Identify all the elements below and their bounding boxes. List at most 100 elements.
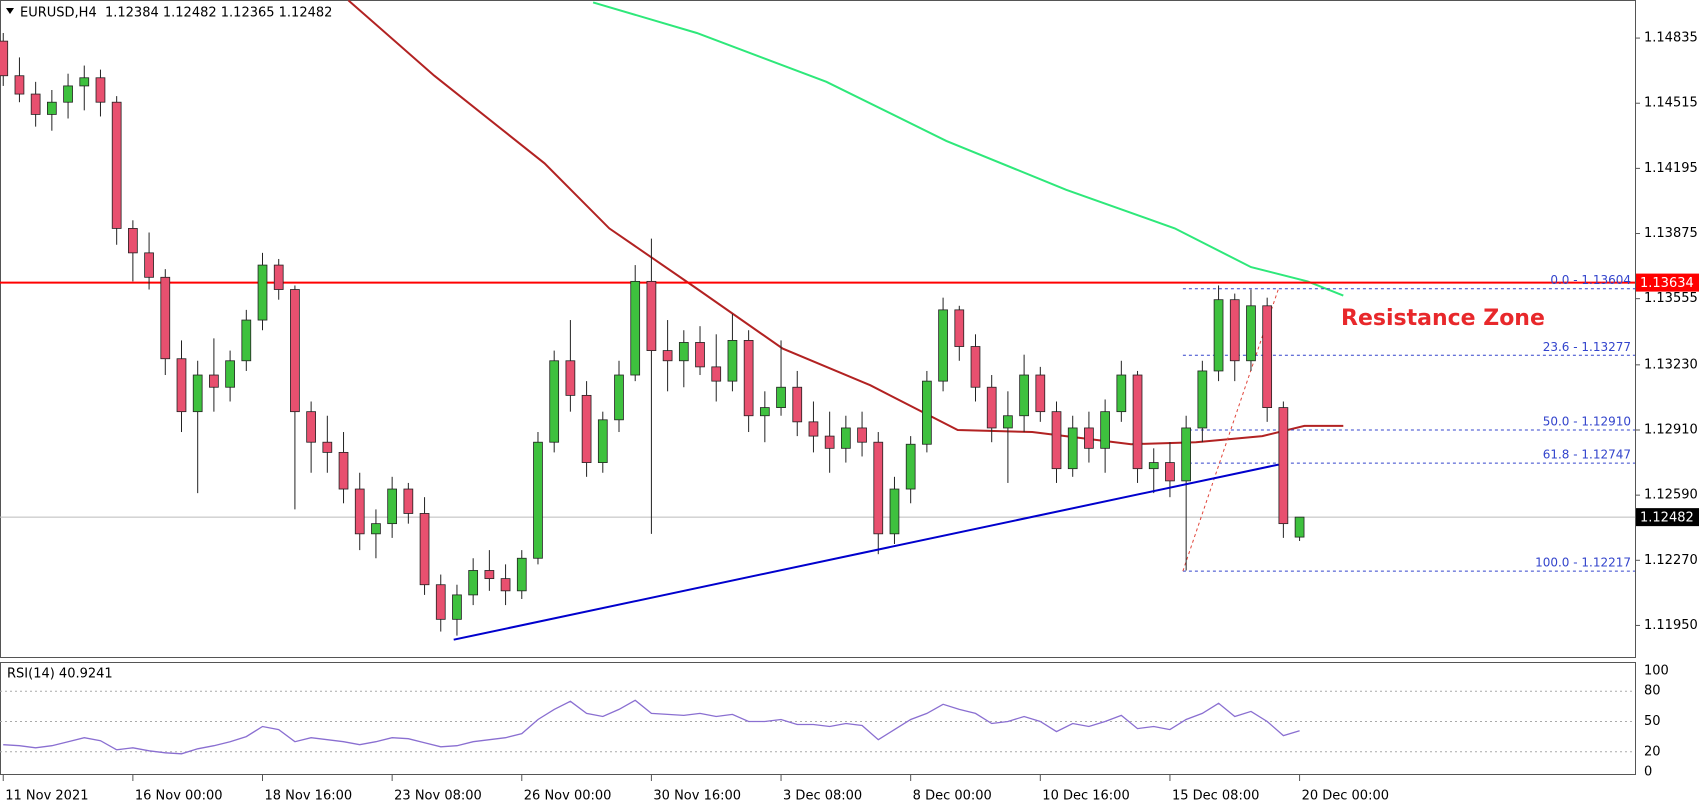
candle-body xyxy=(290,289,300,413)
candle-body xyxy=(516,557,527,592)
candle-body xyxy=(419,513,430,586)
candle-body xyxy=(257,264,268,321)
resistance-label: 1.13634 xyxy=(1640,276,1694,291)
y-tick-label: 1.14835 xyxy=(1644,31,1698,46)
candle-body xyxy=(435,584,446,620)
candle-body xyxy=(468,570,479,596)
main-frame xyxy=(0,0,1636,658)
y-tick-label: 1.12590 xyxy=(1644,488,1698,503)
rsi-frame xyxy=(0,662,1636,775)
rsi-title: RSI(14) 40.9241 xyxy=(7,667,113,682)
candle-body xyxy=(1213,299,1224,372)
candle-body xyxy=(954,309,965,347)
x-tick-label: 23 Nov 08:00 xyxy=(394,789,482,804)
candle-body xyxy=(387,488,397,525)
candle-body xyxy=(0,40,9,77)
candle-body xyxy=(533,441,543,559)
candle-body xyxy=(695,342,705,368)
candle-body xyxy=(922,380,932,445)
last-price-label: 1.12482 xyxy=(1640,511,1694,526)
y-tick-label: 1.13875 xyxy=(1644,226,1698,241)
rsi-line xyxy=(3,699,1300,755)
candle-body xyxy=(1132,374,1143,470)
candle-body xyxy=(597,419,608,463)
resistance-label-box xyxy=(1636,273,1699,292)
candle-body xyxy=(403,488,414,514)
candle-body xyxy=(30,93,41,115)
candle-body xyxy=(63,85,73,103)
candle-body xyxy=(938,309,948,382)
last-price-box xyxy=(1636,508,1699,527)
candle-body xyxy=(192,374,203,413)
candle-body xyxy=(14,75,25,95)
candle-body xyxy=(144,252,154,278)
candle-body xyxy=(176,358,187,413)
x-tick-label: 18 Nov 16:00 xyxy=(265,789,353,804)
y-tick-label: 1.14515 xyxy=(1644,96,1698,111)
annotation: Resistance Zone xyxy=(1341,306,1545,331)
candle-body xyxy=(1100,411,1110,449)
x-tick-label: 8 Dec 00:00 xyxy=(913,789,992,804)
candle-body xyxy=(776,386,786,408)
candle-body xyxy=(128,228,138,254)
candle-body xyxy=(1084,427,1094,449)
y-tick-label: 1.13230 xyxy=(1644,357,1698,372)
x-tick-label: 11 Nov 2021 xyxy=(5,789,88,804)
candle-body xyxy=(646,280,657,351)
candle-body xyxy=(662,350,673,362)
candle-body xyxy=(1035,374,1046,413)
candle-body xyxy=(1019,374,1029,417)
candle-body xyxy=(1165,462,1175,482)
candle-body xyxy=(873,441,884,535)
rsi-tick-label: 20 xyxy=(1644,744,1661,759)
x-tick-label: 26 Nov 00:00 xyxy=(524,789,612,804)
candle-body xyxy=(808,421,819,437)
candle-body xyxy=(1262,305,1273,408)
candle-body xyxy=(841,427,851,449)
candle-body xyxy=(857,427,867,443)
candle-body xyxy=(1051,411,1062,470)
menu-arrow xyxy=(6,8,14,14)
y-tick-label: 1.12910 xyxy=(1644,422,1698,437)
moving-average xyxy=(592,1,1344,297)
candle-body xyxy=(1246,305,1256,362)
x-tick-label: 10 Dec 16:00 xyxy=(1042,789,1129,804)
fib-label: 0.0 - 1.13604 xyxy=(1550,273,1631,287)
rsi-tick-label: 80 xyxy=(1644,684,1661,699)
candle-body xyxy=(759,407,770,417)
candle-body xyxy=(79,77,90,87)
candle-body xyxy=(889,488,900,535)
candle-body xyxy=(1294,516,1305,538)
candle-body xyxy=(1197,370,1208,429)
candle-body xyxy=(46,101,57,115)
candle-body xyxy=(630,280,641,376)
candle-body xyxy=(792,386,803,423)
candle-body xyxy=(160,276,171,360)
chart-title: EURUSD,H4 1.12384 1.12482 1.12365 1.1248… xyxy=(20,6,332,21)
candle-body xyxy=(970,346,981,388)
candle-body xyxy=(1181,427,1192,482)
fib-label: 100.0 - 1.12217 xyxy=(1535,556,1631,570)
candle-body xyxy=(727,340,738,382)
candle-body xyxy=(743,340,754,417)
candle-body xyxy=(1278,407,1289,525)
candle-body xyxy=(1116,374,1127,413)
candle-body xyxy=(1148,462,1159,470)
candle-body xyxy=(241,319,252,362)
fib-label: 23.6 - 1.13277 xyxy=(1543,340,1631,354)
candle-body xyxy=(905,443,916,490)
y-tick-label: 1.13555 xyxy=(1644,291,1698,306)
x-tick-label: 3 Dec 08:00 xyxy=(783,789,862,804)
candle-body xyxy=(1229,299,1240,362)
candle-body xyxy=(273,264,284,290)
y-tick-label: 1.11950 xyxy=(1644,618,1698,633)
x-tick-label: 30 Nov 16:00 xyxy=(653,789,741,804)
rsi-tick-label: 100 xyxy=(1644,664,1669,679)
candle-body xyxy=(484,570,495,580)
moving-average xyxy=(347,0,1344,446)
candle-body xyxy=(225,360,235,388)
fib-label: 50.0 - 1.12910 xyxy=(1543,414,1631,428)
candle-body xyxy=(1003,415,1013,429)
